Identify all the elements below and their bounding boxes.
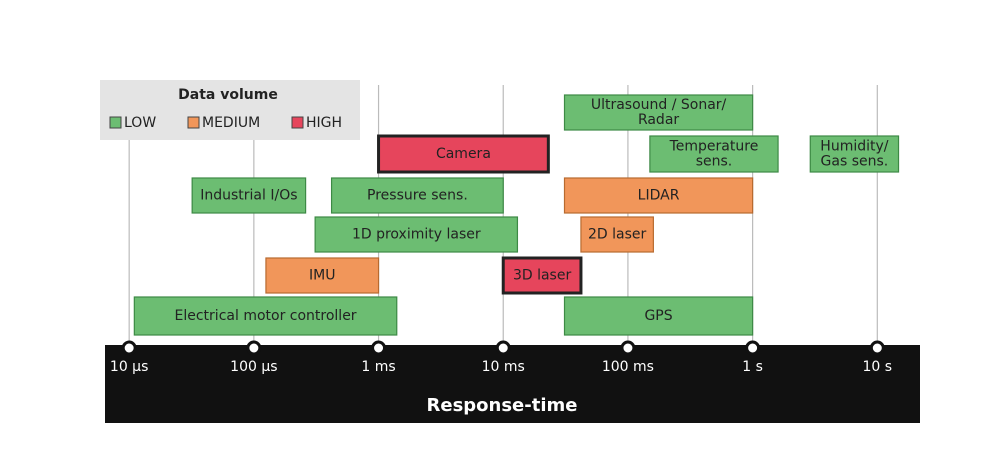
x-tick-label: 100 ms [602,359,654,375]
tick-mark [246,340,262,356]
sensor-label: 1D proximity laser [352,227,481,243]
legend-label: LOW [124,115,156,131]
sensor-label: IMU [309,268,335,284]
sensor-label: Ultrasound / Sonar/Radar [591,97,727,128]
sensor-bar [649,135,779,173]
sensor-label: 3D laser [513,268,572,284]
tick-mark [495,340,511,356]
sensor-label: Industrial I/Os [200,188,297,204]
x-tick-label: 1 ms [361,359,395,375]
sensor-bar [377,134,550,174]
sensor-label: Camera [436,146,491,162]
sensor-bar [501,256,583,295]
tick-mark [371,340,387,356]
sensor-bar [133,296,398,336]
sensor-label: LIDAR [638,188,680,204]
axis-band [105,345,920,423]
tick-mark [869,340,885,356]
legend-swatch [109,116,122,129]
tick-mark [620,340,636,356]
sensor-label: 2D laser [588,227,647,243]
x-tick-label: 100 µs [230,359,277,375]
x-tick-label: 10 ms [482,359,525,375]
sensor-label: Humidity/Gas sens. [820,139,888,170]
x-tick-label: 10 µs [110,359,148,375]
sensor-bar [330,177,504,214]
sensor-bar [580,216,654,253]
legend-swatch [187,116,200,129]
x-tick-label: 10 s [863,359,893,375]
axis: 10 µs 100 µs 1 ms 10 ms 100 ms 1 s 10 s [110,340,893,375]
sensor-label: Temperature sens. [669,139,759,170]
x-axis-title: Response-time [427,395,578,416]
sensor-bar [809,135,900,173]
sensor-bar [563,296,754,336]
x-tick-label: 1 s [742,359,763,375]
sensor-label: Electrical motor controller [175,308,357,324]
tick-mark [121,340,137,356]
sensor-label: GPS [644,308,672,324]
sensor-bar [314,216,519,253]
sensor-bar [265,257,380,294]
tick-mark [745,340,761,356]
legend-title: Data volume [178,87,278,103]
sensor-label: Pressure sens. [367,188,468,204]
legend-label: HIGH [306,115,342,131]
legend-label: MEDIUM [202,115,260,131]
sensor-bar [191,177,307,214]
legend-box [100,80,360,140]
sensor-bar [563,177,754,214]
sensor-bar [563,94,754,131]
legend-swatch [291,116,304,129]
